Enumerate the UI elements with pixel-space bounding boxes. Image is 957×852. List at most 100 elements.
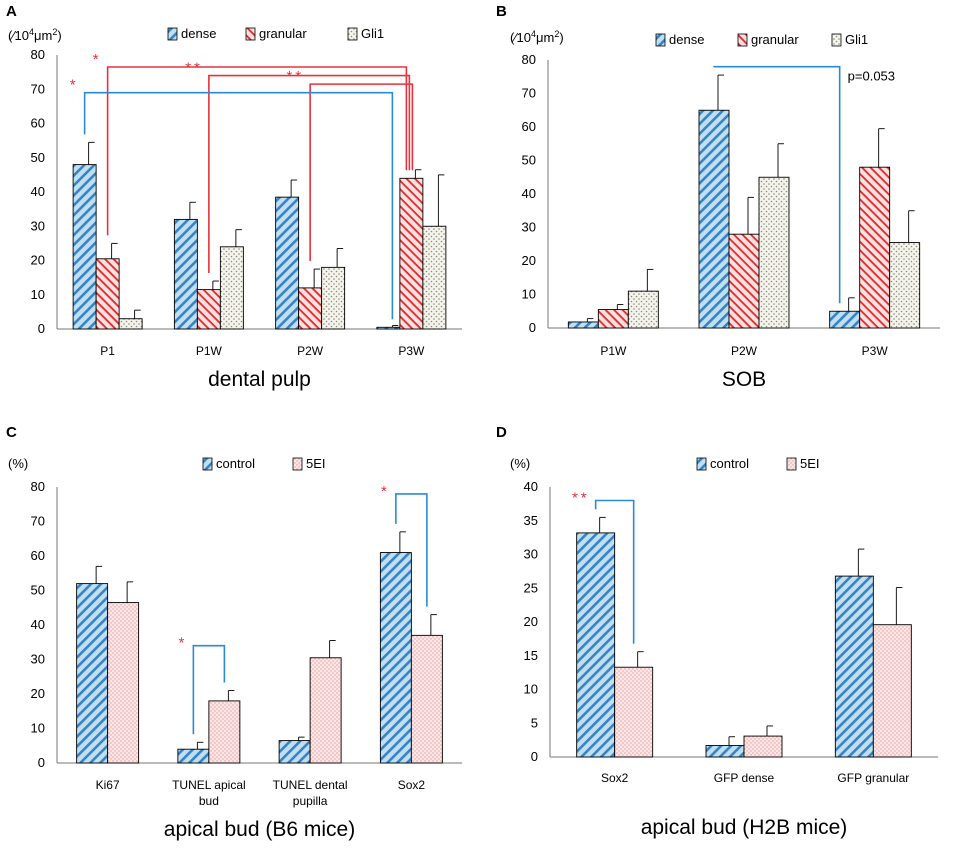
category-label: GFP granular <box>837 771 909 785</box>
significance-bracket <box>83 91 394 320</box>
bar-5EI <box>872 624 912 758</box>
bar-dense <box>275 196 300 330</box>
significance-star: * <box>381 483 390 500</box>
y-tick-label: 70 <box>31 514 45 529</box>
legend-swatch <box>655 33 666 47</box>
legend-swatch <box>737 33 748 47</box>
y-tick-label: 10 <box>524 682 538 697</box>
panel-c-letter: C <box>6 424 17 441</box>
significance-bracket <box>713 65 841 304</box>
y-tick-label: 0 <box>38 755 45 770</box>
unit-label: (%) <box>8 456 28 471</box>
panel-b-letter: B <box>496 3 507 20</box>
unit-label-part: ( <box>8 28 13 43</box>
category-label: Sox2 <box>601 771 629 785</box>
bar-control <box>576 532 616 758</box>
category-label: P3W <box>862 344 889 358</box>
unit-label-part: 4 <box>29 27 34 37</box>
bar-dense <box>829 310 861 329</box>
y-tick-label: 60 <box>31 548 45 563</box>
bar-granular <box>597 309 629 329</box>
category-label: TUNEL apical <box>172 778 246 792</box>
bar-Gli1 <box>758 176 790 329</box>
y-tick-label: 40 <box>31 617 45 632</box>
legend-label: 5EI <box>306 456 326 471</box>
bar-control <box>76 583 109 764</box>
significance-star: * <box>70 77 79 94</box>
category-label: Ki67 <box>96 778 120 792</box>
legend-swatch <box>347 27 358 41</box>
significance-bracket <box>309 83 414 262</box>
y-tick-label: 80 <box>522 52 536 67</box>
category-label: P2W <box>297 344 324 358</box>
significance-star: * <box>93 51 102 68</box>
panel-d-letter: D <box>496 424 507 441</box>
y-tick-label: 10 <box>522 287 536 302</box>
y-tick-label: 0 <box>531 749 538 764</box>
y-tick-label: 40 <box>522 186 536 201</box>
unit-label-part: ∕ <box>511 30 518 45</box>
legend-label: dense <box>669 32 704 47</box>
y-tick-label: 40 <box>31 184 45 199</box>
unit-label-part: 4 <box>531 29 536 39</box>
y-tick-label: 20 <box>524 614 538 629</box>
unit-label-part: 2 <box>554 29 559 39</box>
bar-granular <box>728 233 760 329</box>
bar-Gli1 <box>422 225 447 330</box>
unit-label-part: 10 <box>15 28 29 43</box>
legend-label: control <box>216 456 255 471</box>
significance-bracket <box>208 74 411 274</box>
unit-label-part: ∕ <box>9 28 16 43</box>
unit-label-part: 2 <box>52 27 57 37</box>
unit-label-part: μm <box>536 30 554 45</box>
y-tick-label: 20 <box>31 253 45 268</box>
panel-a-letter: A <box>6 3 17 20</box>
significance-star: * <box>179 635 188 652</box>
legend-swatch <box>696 457 707 471</box>
significance-bracket <box>594 499 635 644</box>
legend-label: Gli1 <box>845 32 868 47</box>
category-label: P3W <box>398 344 425 358</box>
bar-granular <box>859 166 891 329</box>
bar-dense <box>376 326 401 330</box>
legend-label: control <box>710 456 749 471</box>
x-axis-title: dental pulp <box>208 368 311 391</box>
x-axis-title: apical bud (H2B mice) <box>641 816 848 839</box>
y-tick-label: 20 <box>31 686 45 701</box>
bar-Gli1 <box>219 246 244 330</box>
legend-label: dense <box>181 26 216 41</box>
bar-dense <box>698 109 730 329</box>
bar-5EI <box>743 735 783 758</box>
bar-granular <box>196 289 221 330</box>
category-label: pupilla <box>293 794 328 808</box>
y-tick-label: 10 <box>31 721 45 736</box>
y-tick-label: 0 <box>38 321 45 336</box>
unit-label-part: μm <box>34 28 52 43</box>
unit-label: (∕104μm2) <box>510 29 564 45</box>
legend-label: Gli1 <box>361 26 384 41</box>
bar-5EI <box>614 666 654 758</box>
unit-label-part: 10 <box>517 30 531 45</box>
y-tick-label: 70 <box>31 81 45 96</box>
bar-control <box>705 745 745 758</box>
bar-control <box>834 575 874 758</box>
panel-c-chart: (%) 0 10 20 30 40 50 60 70 80 control 5EI Ki67 TUNEL … <box>8 456 462 841</box>
bar-Gli1 <box>118 318 143 330</box>
y-tick-label: 5 <box>531 715 538 730</box>
bar-control <box>177 748 210 764</box>
unit-label-part: ) <box>57 28 61 43</box>
category-label: P2W <box>731 344 758 358</box>
y-tick-label: 30 <box>524 547 538 562</box>
category-label: P1W <box>196 344 223 358</box>
category-label: Sox2 <box>398 778 426 792</box>
y-tick-label: 70 <box>522 86 536 101</box>
y-tick-label: 20 <box>522 253 536 268</box>
bar-5EI <box>107 602 140 764</box>
unit-label: (%) <box>510 456 530 471</box>
bar-granular <box>399 177 424 330</box>
y-tick-label: 50 <box>31 150 45 165</box>
y-tick-label: 40 <box>524 479 538 494</box>
y-tick-label: 50 <box>31 583 45 598</box>
